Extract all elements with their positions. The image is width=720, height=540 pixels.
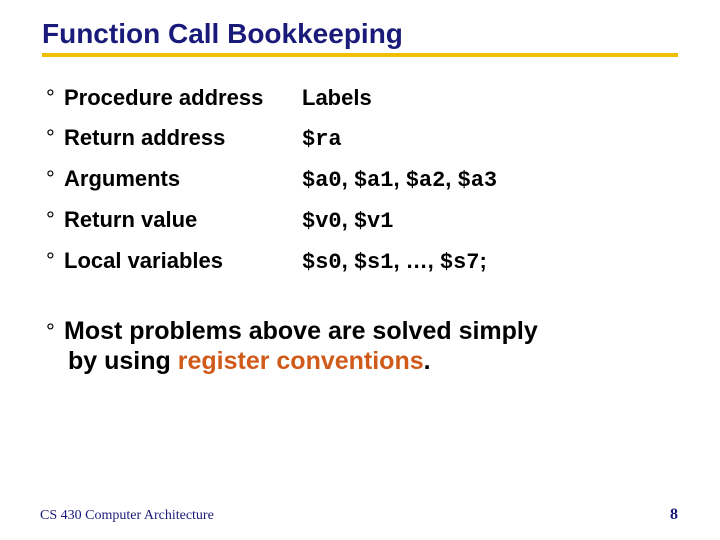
item-label: Return address bbox=[64, 125, 302, 151]
summary-prefix: by using bbox=[68, 347, 178, 375]
item-value: $a0, $a1, $a2, $a3 bbox=[302, 166, 678, 193]
register-name: $a0 bbox=[302, 168, 342, 193]
slide: Function Call Bookkeeping °Procedure add… bbox=[0, 0, 720, 540]
bullet-degree-icon: ° bbox=[46, 125, 64, 151]
register-name: $s0 bbox=[302, 250, 342, 275]
value-text: , bbox=[342, 166, 354, 191]
register-name: $ra bbox=[302, 127, 342, 152]
value-text: , bbox=[393, 166, 405, 191]
list-item: °Return address$ra bbox=[46, 125, 678, 152]
bookkeeping-list: °Procedure addressLabels°Return address$… bbox=[46, 85, 678, 275]
register-name: $a1 bbox=[354, 168, 394, 193]
summary-text-1: Most problems above are solved simply bbox=[64, 317, 538, 347]
value-text: , …, bbox=[393, 248, 439, 273]
item-label: Return value bbox=[64, 207, 302, 233]
item-value: $v0, $v1 bbox=[302, 207, 678, 234]
title-underline bbox=[42, 53, 678, 57]
list-item: °Local variables$s0, $s1, …, $s7; bbox=[46, 248, 678, 275]
value-text: ; bbox=[480, 248, 487, 273]
summary-suffix: . bbox=[424, 347, 431, 375]
bullet-degree-icon: ° bbox=[46, 166, 64, 192]
register-name: $s7 bbox=[440, 250, 480, 275]
item-value: $ra bbox=[302, 125, 678, 152]
bullet-degree-icon: ° bbox=[46, 319, 64, 345]
title-block: Function Call Bookkeeping bbox=[42, 18, 678, 57]
register-name: $v0 bbox=[302, 209, 342, 234]
bullet-degree-icon: ° bbox=[46, 248, 64, 274]
value-text: , bbox=[342, 207, 354, 232]
item-label: Procedure address bbox=[64, 85, 302, 111]
footer-course: CS 430 Computer Architecture bbox=[40, 508, 214, 524]
value-text: , bbox=[342, 248, 354, 273]
footer-page-number: 8 bbox=[670, 506, 678, 524]
summary-line-1: ° Most problems above are solved simply bbox=[46, 317, 678, 347]
summary-highlight: register conventions bbox=[178, 347, 424, 375]
register-name: $a3 bbox=[458, 168, 498, 193]
bullet-degree-icon: ° bbox=[46, 207, 64, 233]
slide-title: Function Call Bookkeeping bbox=[42, 18, 678, 53]
value-text: Labels bbox=[302, 85, 372, 110]
register-name: $v1 bbox=[354, 209, 394, 234]
item-label: Arguments bbox=[64, 166, 302, 192]
list-item: °Procedure addressLabels bbox=[46, 85, 678, 111]
summary-text-2: by using register conventions. bbox=[68, 347, 678, 377]
item-label: Local variables bbox=[64, 248, 302, 274]
item-value: Labels bbox=[302, 85, 678, 111]
register-name: $a2 bbox=[406, 168, 446, 193]
item-value: $s0, $s1, …, $s7; bbox=[302, 248, 678, 275]
summary-block: ° Most problems above are solved simply … bbox=[46, 317, 678, 376]
list-item: °Arguments$a0, $a1, $a2, $a3 bbox=[46, 166, 678, 193]
bullet-degree-icon: ° bbox=[46, 85, 64, 111]
list-item: °Return value$v0, $v1 bbox=[46, 207, 678, 234]
value-text: , bbox=[445, 166, 457, 191]
register-name: $s1 bbox=[354, 250, 394, 275]
